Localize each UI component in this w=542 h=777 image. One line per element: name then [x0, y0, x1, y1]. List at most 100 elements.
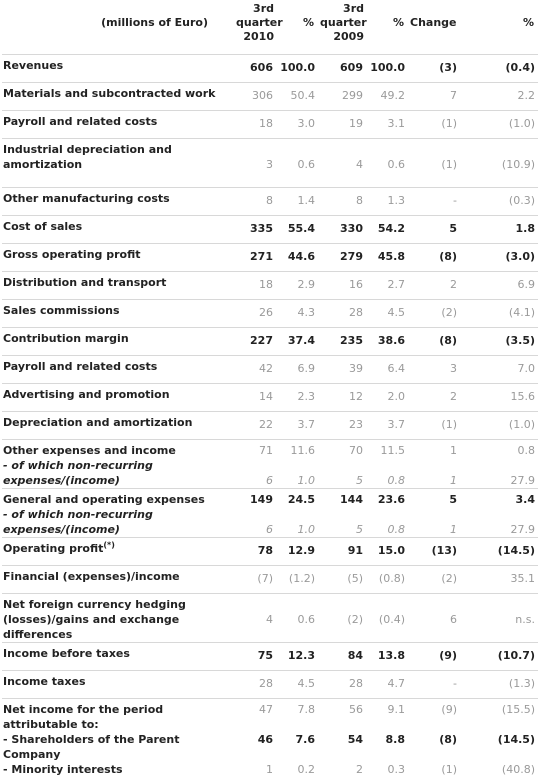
sub-row-label: - of which non-recurring expenses/(incom…	[3, 458, 153, 487]
value-2009: 12	[318, 382, 366, 411]
minority-change-pct: (40.8)	[501, 762, 535, 776]
value-2010: 18	[234, 270, 276, 299]
change-pct: (10.9)	[460, 137, 538, 187]
row-label: Net foreign currency hedging (losses)/ga…	[2, 592, 234, 642]
pct-2009: 4.5	[366, 298, 408, 327]
change-pct: n.s.	[460, 592, 538, 642]
pct-2010: 2.9	[276, 270, 318, 299]
sub-row-label: - of which non-recurring expenses/(incom…	[3, 507, 153, 536]
row-label: Payroll and related costs	[2, 354, 234, 383]
row-income-before-taxes: Income before taxes 75 12.3 84 13.8 (9) …	[2, 641, 538, 670]
change-value: -	[408, 669, 460, 698]
value-2010: 227	[234, 326, 276, 355]
change-value: (3)	[408, 53, 460, 82]
unit-label: (millions of Euro)	[101, 16, 208, 29]
change-value: (13)	[408, 536, 460, 565]
change-pct: 6.9	[460, 270, 538, 299]
pct-2009-cell: 23.6 0.8	[366, 487, 408, 537]
change-value: (1)	[408, 109, 460, 138]
pct-2009: (0.4)	[366, 592, 408, 642]
value-2010: 75	[234, 641, 276, 670]
pct-2010: 50.4	[276, 81, 318, 110]
value-2010: 8	[234, 186, 276, 215]
change-value: 1	[450, 443, 457, 457]
pct-2009: 3.7	[366, 410, 408, 439]
row-label: General and operating expenses	[3, 492, 205, 506]
row-label: Revenues	[2, 53, 234, 82]
change-pct: 0.8	[517, 443, 536, 457]
value-2009: 235	[318, 326, 366, 355]
row-operating-profit: Operating profit(*) 78 12.9 91 15.0 (13)…	[2, 536, 538, 565]
value-2010: 22	[234, 410, 276, 439]
row-label: Income before taxes	[2, 641, 234, 670]
value-2010: 26	[234, 298, 276, 327]
pct-2010: 4.5	[276, 669, 318, 698]
pct-2009-header: %	[392, 16, 404, 29]
sub-value-2010: 6	[266, 522, 273, 536]
row-general-operating-expenses: General and operating expenses - of whic…	[2, 487, 538, 537]
row-distribution: Distribution and transport 18 2.9 16 2.7…	[2, 270, 538, 299]
row-cost-of-sales: Cost of sales 335 55.4 330 54.2 5 1.8	[2, 214, 538, 243]
shareholders-value-2009: 54	[347, 732, 363, 746]
minority-pct-2010: 0.2	[297, 762, 316, 776]
change-pct: 35.1	[460, 564, 538, 593]
pct-2010: 55.4	[276, 214, 318, 243]
change-pct-header: %	[522, 16, 534, 29]
row-label: Net income for the period attributable t…	[3, 702, 164, 731]
row-advertising: Advertising and promotion 14 2.3 12 2.0 …	[2, 382, 538, 411]
value-2010: 306	[234, 81, 276, 110]
value-2009: (5)	[318, 564, 366, 593]
minority-change-value: (1)	[441, 762, 457, 776]
row-label-cell: Other expenses and income - of which non…	[2, 438, 234, 488]
pct-2009: 3.1	[366, 109, 408, 138]
value-2010: 42	[234, 354, 276, 383]
value-2009: 56	[349, 702, 363, 716]
value-2010: 335	[234, 214, 276, 243]
value-2009: 4	[318, 137, 366, 187]
row-label: Financial (expenses)/income	[2, 564, 234, 593]
row-label: Sales commissions	[2, 298, 234, 327]
pct-2010-cell: 7.8 7.6 0.2	[276, 697, 318, 777]
row-depreciation-amortization: Depreciation and amortization 22 3.7 23 …	[2, 410, 538, 439]
row-payroll-1: Payroll and related costs 18 3.0 19 3.1 …	[2, 109, 538, 138]
minority-value-2010: 1	[266, 762, 273, 776]
minority-interests-label: - Minority interests	[3, 762, 123, 776]
change-pct: 15.6	[460, 382, 538, 411]
pct-2010-cell: 11.6 1.0	[276, 438, 318, 488]
change-value: 2	[408, 382, 460, 411]
change-pct: (1.0)	[460, 109, 538, 138]
sub-change-pct: 27.9	[510, 522, 536, 536]
sub-pct-2010: 1.0	[297, 473, 316, 487]
row-sales-commissions: Sales commissions 26 4.3 28 4.5 (2) (4.1…	[2, 298, 538, 327]
shareholders-pct-2009: 8.8	[385, 732, 406, 746]
change-value: (2)	[408, 298, 460, 327]
value-2009: 28	[318, 669, 366, 698]
value-2009: (2)	[318, 592, 366, 642]
minority-pct-2009: 0.3	[387, 762, 406, 776]
row-contribution-margin: Contribution margin 227 37.4 235 38.6 (8…	[2, 326, 538, 355]
row-label: Distribution and transport	[2, 270, 234, 299]
change-value: (1)	[408, 137, 460, 187]
row-revenues: Revenues 606 100.0 609 100.0 (3) (0.4)	[2, 53, 538, 82]
row-label: Depreciation and amortization	[2, 410, 234, 439]
row-gross-operating-profit: Gross operating profit 271 44.6 279 45.8…	[2, 242, 538, 271]
value-2010-cell: 47 46 1	[234, 697, 276, 777]
row-label: Income taxes	[2, 669, 234, 698]
row-industrial-depreciation: Industrial depreciation and amortization…	[2, 137, 538, 187]
row-label-cell: Operating profit(*)	[2, 536, 234, 565]
row-label: Other manufacturing costs	[2, 186, 234, 215]
value-2009-cell: 56 54 2	[318, 697, 366, 777]
change-value: (9)	[408, 641, 460, 670]
pct-2010: 6.9	[276, 354, 318, 383]
sub-change-value: 1	[450, 522, 457, 536]
pct-2010: 3.0	[276, 109, 318, 138]
change-value: (8)	[408, 242, 460, 271]
change-pct: 2.2	[460, 81, 538, 110]
value-2009: 23	[318, 410, 366, 439]
row-label: Advertising and promotion	[2, 382, 234, 411]
sub-change-value: 1	[450, 473, 457, 487]
change-value: 2	[408, 270, 460, 299]
pct-2010: 12.3	[276, 641, 318, 670]
sub-pct-2009: 0.8	[387, 473, 406, 487]
